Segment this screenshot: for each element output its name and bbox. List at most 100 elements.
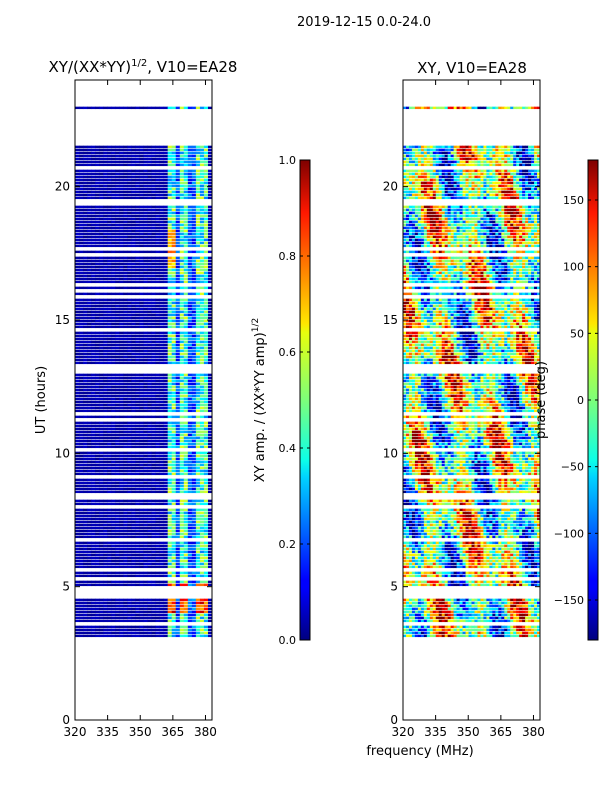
amplitude-cell (115, 565, 120, 569)
amplitude-cell (119, 532, 124, 536)
amplitude-cell (171, 484, 177, 488)
amplitude-cell (167, 157, 173, 161)
amplitude-cell (107, 325, 112, 329)
amplitude-cell (147, 175, 152, 179)
amplitude-cell (167, 361, 173, 365)
amplitude-cell (83, 244, 88, 248)
amplitude-cell (103, 382, 108, 386)
amplitude-cell (91, 325, 96, 329)
phase-cell (498, 106, 502, 110)
amplitude-row (75, 238, 213, 242)
amplitude-cell (139, 634, 144, 638)
amplitude-cell (195, 301, 201, 305)
amplitude-cell (191, 385, 197, 389)
amplitude-cell (127, 316, 132, 320)
amplitude-cell (107, 454, 112, 458)
amplitude-cell (91, 541, 96, 545)
amplitude-cell (207, 409, 213, 413)
amplitude-cell (139, 571, 144, 575)
amplitude-cell (83, 391, 88, 395)
amplitude-cell (207, 553, 213, 557)
amplitude-cell (87, 424, 92, 428)
amplitude-cell (203, 616, 209, 620)
amplitude-cell (131, 376, 136, 380)
amplitude-cell (199, 625, 205, 629)
amplitude-cell (155, 340, 161, 344)
amplitude-cell (135, 550, 140, 554)
amplitude-cell (171, 232, 177, 236)
amplitude-cell (135, 625, 140, 629)
amplitude-cell (159, 604, 165, 608)
amplitude-cell (155, 469, 161, 473)
amplitude-cell (87, 298, 92, 302)
amplitude-cell (159, 427, 165, 431)
amplitude-cell (203, 535, 209, 539)
amplitude-cell (127, 511, 132, 515)
amplitude-cell (119, 559, 124, 563)
amplitude-cell (147, 235, 152, 239)
amplitude-cell (135, 469, 140, 473)
amplitude-cell (179, 280, 185, 284)
amplitude-cell (127, 481, 132, 485)
amplitude-cell (195, 559, 201, 563)
amplitude-cell (175, 214, 181, 218)
amplitude-cell (75, 379, 80, 383)
amplitude-cell (163, 316, 169, 320)
amplitude-cell (207, 154, 213, 158)
amplitude-cell (107, 271, 112, 275)
amplitude-cell (95, 163, 100, 167)
amplitude-cell (99, 106, 104, 110)
amplitude-cell (127, 220, 132, 224)
amplitude-cell (199, 520, 205, 524)
amplitude-row (75, 292, 213, 296)
amplitude-cell (163, 472, 169, 476)
amplitude-cell (183, 574, 189, 578)
amplitude-cell (119, 193, 124, 197)
amplitude-cell (167, 208, 173, 212)
amplitude-cell (183, 172, 189, 176)
amplitude-cell (159, 556, 165, 560)
amplitude-cell (95, 355, 100, 359)
amplitude-cell (203, 352, 209, 356)
amplitude-cell (175, 406, 181, 410)
amplitude-cell (95, 145, 100, 149)
amplitude-cell (99, 217, 104, 221)
amplitude-ylabel: UT (hours) (34, 366, 49, 434)
amplitude-cell (87, 481, 92, 485)
amplitude-cell (115, 265, 120, 269)
amplitude-cell (87, 397, 92, 401)
amplitude-cell (207, 532, 213, 536)
amplitude-cell (95, 250, 100, 254)
amplitude-cell (175, 469, 181, 473)
amplitude-cell (147, 478, 152, 482)
amplitude-cell (115, 619, 120, 623)
amplitude-cell (103, 286, 108, 290)
amplitude-cell (115, 541, 120, 545)
amplitude-cell (107, 628, 112, 632)
amplitude-cell (191, 334, 197, 338)
amplitude-cell (163, 181, 169, 185)
amplitude-row (75, 148, 213, 152)
amplitude-cell (159, 226, 165, 230)
amplitude-cell (183, 451, 189, 455)
amplitude-cell (203, 382, 209, 386)
amplitude-cell (183, 376, 189, 380)
amplitude-cell (135, 262, 140, 266)
amplitude-cell (139, 469, 144, 473)
amplitude-cell (111, 463, 116, 467)
amplitude-cell (163, 430, 169, 434)
amplitude-cell (119, 598, 124, 602)
amplitude-cell (199, 265, 205, 269)
amplitude-cell (115, 613, 120, 617)
amplitude-cell (99, 163, 104, 167)
amplitude-cell (187, 244, 193, 248)
amplitude-cell (79, 634, 84, 638)
amplitude-cell (151, 598, 156, 602)
amplitude-cell (143, 616, 148, 620)
amplitude-cell (199, 238, 205, 242)
amplitude-cell (99, 376, 104, 380)
amplitude-cell (187, 319, 193, 323)
amplitude-cell (127, 451, 132, 455)
amplitude-cell (203, 160, 209, 164)
